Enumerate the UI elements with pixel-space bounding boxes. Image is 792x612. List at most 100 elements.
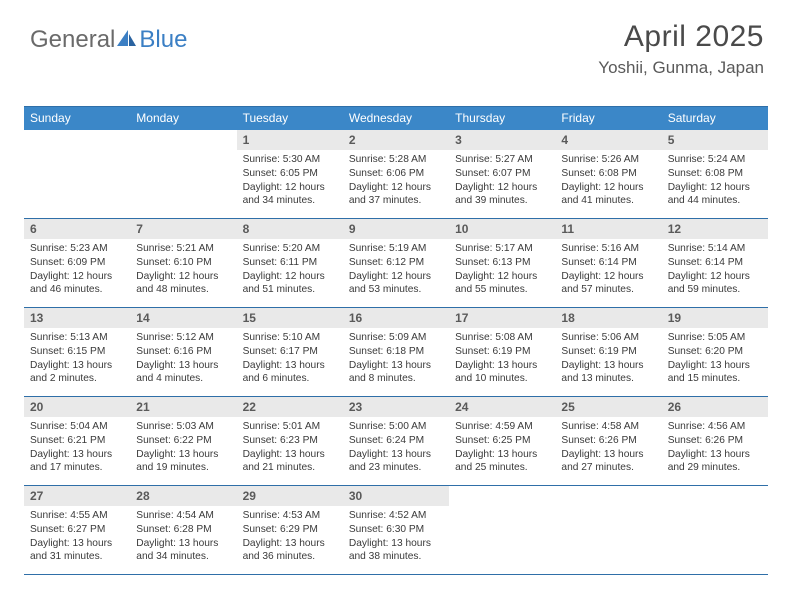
day-cell: 28Sunrise: 4:54 AMSunset: 6:28 PMDayligh…: [130, 486, 236, 574]
sunset-text: Sunset: 6:15 PM: [30, 345, 124, 359]
day-body: Sunrise: 5:28 AMSunset: 6:06 PMDaylight:…: [343, 150, 449, 214]
sunrise-text: Sunrise: 5:05 AM: [668, 331, 762, 345]
day-number: 10: [449, 219, 555, 239]
week-row: 1Sunrise: 5:30 AMSunset: 6:05 PMDaylight…: [24, 130, 768, 219]
day-cell: 23Sunrise: 5:00 AMSunset: 6:24 PMDayligh…: [343, 397, 449, 485]
sunrise-text: Sunrise: 5:23 AM: [30, 242, 124, 256]
logo: General Blue: [30, 26, 187, 54]
daylight-text: Daylight: 12 hours and 51 minutes.: [243, 270, 337, 298]
day-number: 8: [237, 219, 343, 239]
day-cell: 30Sunrise: 4:52 AMSunset: 6:30 PMDayligh…: [343, 486, 449, 574]
daylight-text: Daylight: 13 hours and 13 minutes.: [561, 359, 655, 387]
sunrise-text: Sunrise: 5:16 AM: [561, 242, 655, 256]
day-number: 6: [24, 219, 130, 239]
day-body: Sunrise: 5:08 AMSunset: 6:19 PMDaylight:…: [449, 328, 555, 392]
day-cell: 4Sunrise: 5:26 AMSunset: 6:08 PMDaylight…: [555, 130, 661, 218]
day-cell: 16Sunrise: 5:09 AMSunset: 6:18 PMDayligh…: [343, 308, 449, 396]
sunset-text: Sunset: 6:26 PM: [561, 434, 655, 448]
sunset-text: Sunset: 6:22 PM: [136, 434, 230, 448]
day-body: Sunrise: 5:20 AMSunset: 6:11 PMDaylight:…: [237, 239, 343, 303]
daylight-text: Daylight: 13 hours and 38 minutes.: [349, 537, 443, 565]
sunrise-text: Sunrise: 5:28 AM: [349, 153, 443, 167]
sunrise-text: Sunrise: 4:56 AM: [668, 420, 762, 434]
day-number: 21: [130, 397, 236, 417]
header-right: April 2025 Yoshii, Gunma, Japan: [598, 20, 764, 78]
day-number: 5: [662, 130, 768, 150]
sunrise-text: Sunrise: 4:53 AM: [243, 509, 337, 523]
sunrise-text: Sunrise: 4:54 AM: [136, 509, 230, 523]
daylight-text: Daylight: 13 hours and 25 minutes.: [455, 448, 549, 476]
sunset-text: Sunset: 6:18 PM: [349, 345, 443, 359]
daylight-text: Daylight: 12 hours and 57 minutes.: [561, 270, 655, 298]
daylight-text: Daylight: 12 hours and 55 minutes.: [455, 270, 549, 298]
day-body: Sunrise: 5:04 AMSunset: 6:21 PMDaylight:…: [24, 417, 130, 481]
day-body: Sunrise: 5:00 AMSunset: 6:24 PMDaylight:…: [343, 417, 449, 481]
sunrise-text: Sunrise: 5:10 AM: [243, 331, 337, 345]
day-body: Sunrise: 4:58 AMSunset: 6:26 PMDaylight:…: [555, 417, 661, 481]
sunrise-text: Sunrise: 5:24 AM: [668, 153, 762, 167]
sunset-text: Sunset: 6:23 PM: [243, 434, 337, 448]
daylight-text: Daylight: 13 hours and 34 minutes.: [136, 537, 230, 565]
day-body: Sunrise: 5:23 AMSunset: 6:09 PMDaylight:…: [24, 239, 130, 303]
day-number: 22: [237, 397, 343, 417]
daylight-text: Daylight: 13 hours and 2 minutes.: [30, 359, 124, 387]
day-number: 26: [662, 397, 768, 417]
day-body: Sunrise: 5:06 AMSunset: 6:19 PMDaylight:…: [555, 328, 661, 392]
day-body: Sunrise: 5:14 AMSunset: 6:14 PMDaylight:…: [662, 239, 768, 303]
day-cell: 9Sunrise: 5:19 AMSunset: 6:12 PMDaylight…: [343, 219, 449, 307]
day-number: 29: [237, 486, 343, 506]
day-header: Sunday: [24, 107, 130, 130]
day-body: Sunrise: 5:26 AMSunset: 6:08 PMDaylight:…: [555, 150, 661, 214]
daylight-text: Daylight: 13 hours and 36 minutes.: [243, 537, 337, 565]
daylight-text: Daylight: 13 hours and 8 minutes.: [349, 359, 443, 387]
day-cell: 22Sunrise: 5:01 AMSunset: 6:23 PMDayligh…: [237, 397, 343, 485]
day-cell: 6Sunrise: 5:23 AMSunset: 6:09 PMDaylight…: [24, 219, 130, 307]
day-body: Sunrise: 4:59 AMSunset: 6:25 PMDaylight:…: [449, 417, 555, 481]
sunset-text: Sunset: 6:19 PM: [455, 345, 549, 359]
day-cell: 13Sunrise: 5:13 AMSunset: 6:15 PMDayligh…: [24, 308, 130, 396]
sunset-text: Sunset: 6:30 PM: [349, 523, 443, 537]
sunrise-text: Sunrise: 5:26 AM: [561, 153, 655, 167]
sunset-text: Sunset: 6:12 PM: [349, 256, 443, 270]
sunset-text: Sunset: 6:10 PM: [136, 256, 230, 270]
week-row: 6Sunrise: 5:23 AMSunset: 6:09 PMDaylight…: [24, 219, 768, 308]
day-header: Wednesday: [343, 107, 449, 130]
day-cell: [24, 130, 130, 218]
day-number: 12: [662, 219, 768, 239]
day-number: 27: [24, 486, 130, 506]
day-number: 9: [343, 219, 449, 239]
day-cell: 14Sunrise: 5:12 AMSunset: 6:16 PMDayligh…: [130, 308, 236, 396]
day-cell: 11Sunrise: 5:16 AMSunset: 6:14 PMDayligh…: [555, 219, 661, 307]
day-body: Sunrise: 5:16 AMSunset: 6:14 PMDaylight:…: [555, 239, 661, 303]
day-cell: 21Sunrise: 5:03 AMSunset: 6:22 PMDayligh…: [130, 397, 236, 485]
sunrise-text: Sunrise: 5:17 AM: [455, 242, 549, 256]
sunset-text: Sunset: 6:21 PM: [30, 434, 124, 448]
day-body: Sunrise: 5:24 AMSunset: 6:08 PMDaylight:…: [662, 150, 768, 214]
day-body: Sunrise: 4:56 AMSunset: 6:26 PMDaylight:…: [662, 417, 768, 481]
sunset-text: Sunset: 6:14 PM: [561, 256, 655, 270]
daylight-text: Daylight: 12 hours and 39 minutes.: [455, 181, 549, 209]
day-cell: 20Sunrise: 5:04 AMSunset: 6:21 PMDayligh…: [24, 397, 130, 485]
day-cell: 12Sunrise: 5:14 AMSunset: 6:14 PMDayligh…: [662, 219, 768, 307]
day-body: Sunrise: 5:13 AMSunset: 6:15 PMDaylight:…: [24, 328, 130, 392]
day-header: Friday: [555, 107, 661, 130]
day-body: Sunrise: 4:52 AMSunset: 6:30 PMDaylight:…: [343, 506, 449, 570]
day-cell: 8Sunrise: 5:20 AMSunset: 6:11 PMDaylight…: [237, 219, 343, 307]
day-cell: 26Sunrise: 4:56 AMSunset: 6:26 PMDayligh…: [662, 397, 768, 485]
sunset-text: Sunset: 6:19 PM: [561, 345, 655, 359]
sunset-text: Sunset: 6:17 PM: [243, 345, 337, 359]
day-cell: 27Sunrise: 4:55 AMSunset: 6:27 PMDayligh…: [24, 486, 130, 574]
sunset-text: Sunset: 6:13 PM: [455, 256, 549, 270]
sunrise-text: Sunrise: 5:12 AM: [136, 331, 230, 345]
day-number: 2: [343, 130, 449, 150]
calendar: SundayMondayTuesdayWednesdayThursdayFrid…: [24, 106, 768, 575]
day-cell: [555, 486, 661, 574]
day-number: 30: [343, 486, 449, 506]
day-number: 16: [343, 308, 449, 328]
sunset-text: Sunset: 6:20 PM: [668, 345, 762, 359]
daylight-text: Daylight: 13 hours and 31 minutes.: [30, 537, 124, 565]
sunrise-text: Sunrise: 5:13 AM: [30, 331, 124, 345]
daylight-text: Daylight: 12 hours and 41 minutes.: [561, 181, 655, 209]
month-title: April 2025: [598, 20, 764, 54]
day-body: Sunrise: 4:53 AMSunset: 6:29 PMDaylight:…: [237, 506, 343, 570]
